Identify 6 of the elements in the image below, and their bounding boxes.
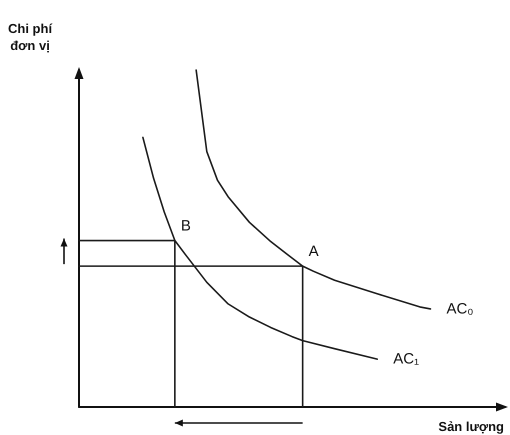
- x-axis-title: Sản lượng: [438, 419, 504, 434]
- series-label: AC₁: [393, 350, 420, 368]
- series-label: AC₀: [446, 300, 474, 318]
- y-axis-title: Chi phí đơn vị: [8, 21, 52, 53]
- annotation: B: [180, 218, 191, 235]
- annotation: A: [308, 243, 319, 260]
